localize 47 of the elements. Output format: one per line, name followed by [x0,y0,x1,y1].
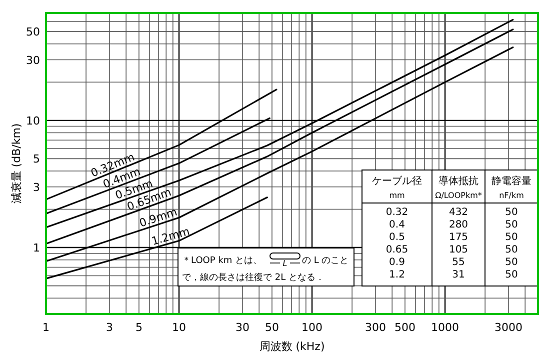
annotation: 0.65 [386,244,408,256]
annotation: 50 [505,270,518,280]
annotation: 50 [505,207,518,218]
annotation: 31 [452,270,465,280]
y-tick-label: 1 [33,242,40,255]
y-axis-title: 減衰量 (dB/km) [10,123,23,204]
annotation: 55 [452,257,465,268]
x-tick-label: 3000 [494,321,522,334]
y-tick-label: 50 [26,26,40,39]
annotation: nF/km [499,191,524,200]
x-tick-label: 50 [264,321,279,334]
x-tick-label: 10 [172,321,186,334]
annotation: 175 [448,232,468,243]
x-tick-label: 1 [42,321,50,334]
y-tick-label: 30 [26,54,40,67]
annotation: 105 [448,244,468,256]
annotation: ＊LOOP km とは、 [182,256,262,266]
annotation: 50 [505,257,518,268]
annotation: ケーブル径 [372,175,422,187]
y-tick-label: 10 [26,114,40,128]
annotation: 1.2 [389,270,405,280]
annotation: 静電容量 [492,175,532,187]
x-tick-label: 100 [302,321,323,334]
annotation: 50 [505,220,518,230]
annotation: Ω/LOOPkm* [435,191,482,200]
x-tick-label: 30 [235,321,250,334]
y-tick-label: 3 [33,180,40,194]
x-tick-label: 5 [135,321,142,334]
x-axis-title: 周波数 (kHz) [259,340,325,353]
annotation: 0.4 [389,220,405,230]
annotation: 50 [505,244,518,256]
annotation: の L のこと [302,256,349,266]
x-tick-label: 500 [394,321,416,334]
x-tick-label: 300 [364,321,386,334]
annotation: 0.32 [386,207,408,218]
annotation: 0.9 [389,257,405,268]
annotation: L [282,259,288,268]
annotation: 導体抵抗 [438,175,478,187]
annotation: 432 [448,207,468,218]
y-tick-label: 5 [33,152,40,166]
annotation: 280 [448,220,468,230]
annotation: mm [389,191,405,200]
annotation: 50 [505,232,518,243]
annotation: で，線の長さは往復で 2L となる． [182,272,324,283]
annotation: 0.5 [389,232,405,243]
x-tick-label: 3 [106,321,113,334]
x-tick-label: 1000 [431,321,460,334]
